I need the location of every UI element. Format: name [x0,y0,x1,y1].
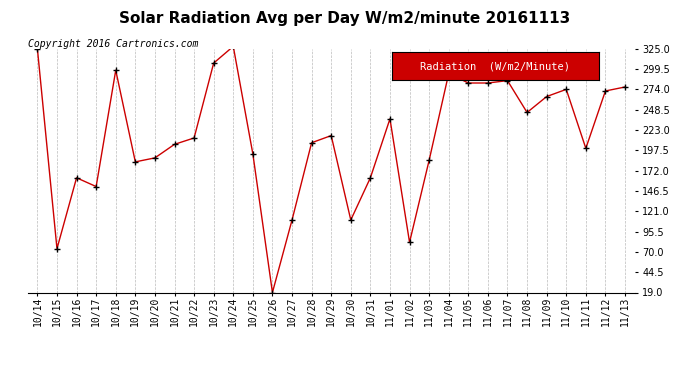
Text: Radiation  (W/m2/Minute): Radiation (W/m2/Minute) [420,62,571,71]
Text: Solar Radiation Avg per Day W/m2/minute 20161113: Solar Radiation Avg per Day W/m2/minute … [119,11,571,26]
Text: Copyright 2016 Cartronics.com: Copyright 2016 Cartronics.com [28,39,198,50]
